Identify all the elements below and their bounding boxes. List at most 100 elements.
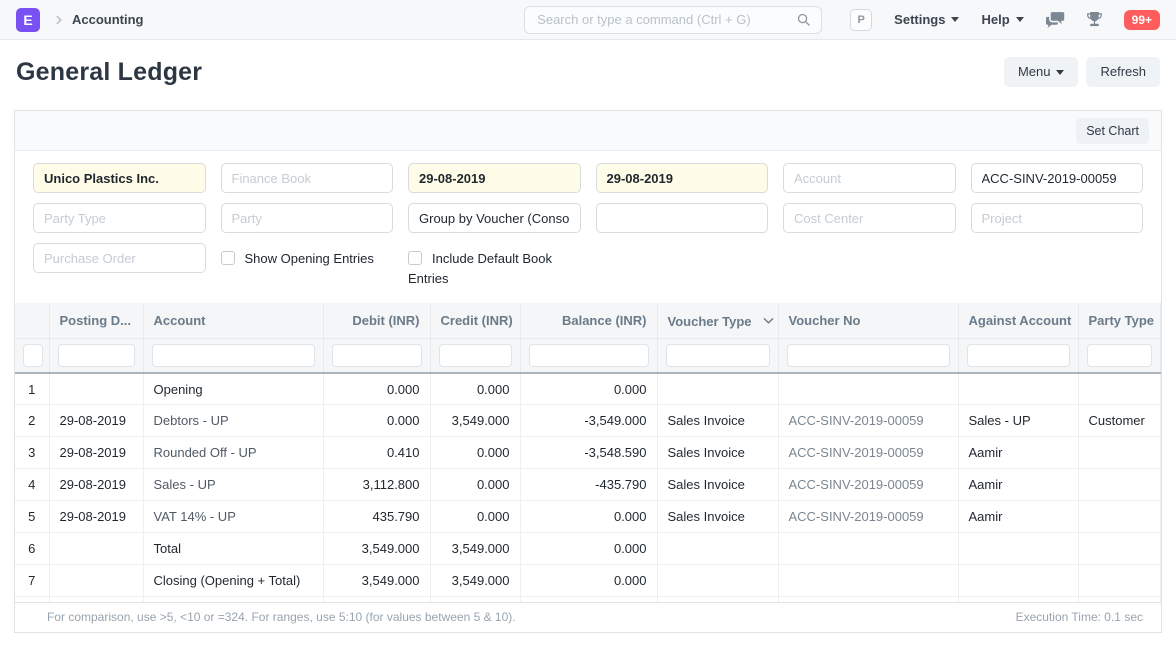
cell-party-type — [1078, 436, 1161, 470]
column-header-party-type[interactable]: Party Type — [1078, 303, 1161, 339]
app-logo-icon[interactable]: E — [16, 7, 40, 32]
party-type-filter[interactable] — [33, 203, 206, 234]
account-filter[interactable] — [783, 163, 956, 194]
cell-idx: 3 — [15, 436, 50, 470]
cell-voucher-no[interactable]: ACC-SINV-2019-00059 — [778, 468, 959, 502]
from-date-filter[interactable] — [408, 163, 581, 194]
cell-credit: 3,549.000 — [430, 564, 521, 598]
column-header-balance[interactable]: Balance (INR) — [520, 303, 658, 339]
cell-debit: 3,549.000 — [323, 532, 431, 566]
cell-voucher-no[interactable]: ACC-SINV-2019-00059 — [778, 436, 959, 470]
cell-balance: 0.000 — [520, 500, 658, 534]
debit-column-filter-input[interactable] — [331, 343, 422, 367]
table-row: 6 Total 3,549.000 3,549.000 0.000 — [15, 532, 1161, 566]
cell-idx: 4 — [15, 468, 50, 502]
column-header-voucher-no[interactable]: Voucher No — [778, 303, 959, 339]
cell-voucher-type — [657, 564, 779, 598]
voucher-type-column-filter-input[interactable] — [665, 343, 770, 367]
include-default-book-entries-checkbox[interactable] — [408, 251, 422, 266]
cell-posting-date: 29-08-2019 — [49, 436, 144, 470]
include-default-book-entries-checkbox-group[interactable]: Include Default Book Entries — [408, 243, 558, 289]
column-header-account[interactable]: Account — [143, 303, 324, 339]
cell-voucher-no[interactable]: ACC-SINV-2019-00059 — [778, 500, 959, 534]
stub-cell — [49, 596, 144, 602]
refresh-button[interactable]: Refresh — [1086, 57, 1160, 88]
party-filter[interactable] — [220, 203, 393, 234]
menu-button[interactable]: Menu — [1003, 57, 1079, 88]
page-head: General Ledger Menu Refresh — [0, 40, 1176, 102]
stub-cell — [143, 596, 324, 602]
table-row: 4 29-08-2019 Sales - UP 3,112.800 0.000 -435.… — [15, 468, 1161, 502]
voucher-no-column-filter-input[interactable] — [786, 343, 950, 367]
group-by-filter[interactable] — [408, 203, 581, 234]
cell-voucher-type — [657, 532, 779, 566]
party-type-column-filter-input[interactable] — [1086, 343, 1152, 367]
credit-column-filter-input[interactable] — [438, 343, 512, 367]
search-input[interactable] — [535, 11, 797, 28]
balance-column-filter-input[interactable] — [528, 343, 649, 367]
cell-voucher-type — [657, 372, 779, 406]
empty-filter[interactable] — [595, 203, 768, 234]
search-icon — [796, 12, 811, 27]
cell-credit: 0.000 — [430, 372, 521, 406]
cell-credit: 0.000 — [430, 500, 521, 534]
cell-posting-date — [49, 564, 144, 598]
report-footer: For comparison, use >5, <10 or =324. For… — [15, 601, 1161, 632]
cell-debit: 435.790 — [323, 500, 431, 534]
show-opening-entries-checkbox[interactable] — [220, 251, 235, 266]
table-row: 2 29-08-2019 Debtors - UP 0.000 3,549.000 -3,… — [15, 404, 1161, 438]
cell-balance: -3,549.000 — [520, 404, 658, 438]
caret-down-icon — [1056, 70, 1065, 76]
posting-date-column-filter-input[interactable] — [57, 343, 135, 367]
user-avatar[interactable]: P — [850, 8, 873, 31]
cell-account[interactable]: Rounded Off - UP — [143, 436, 324, 470]
global-search[interactable] — [524, 5, 823, 34]
breadcrumb[interactable]: Accounting — [72, 12, 144, 27]
stub-cell — [323, 596, 431, 602]
cell-account[interactable]: VAT 14% - UP — [143, 500, 324, 534]
finance-book-filter[interactable] — [220, 163, 393, 194]
index-column-filter-input[interactable] — [23, 343, 43, 367]
set-chart-button[interactable]: Set Chart — [1076, 117, 1149, 144]
against-account-column-filter-input[interactable] — [966, 343, 1070, 367]
cell-debit: 0.410 — [323, 436, 431, 470]
column-header-posting-date[interactable]: Posting D... — [49, 303, 144, 339]
cell-posting-date: 29-08-2019 — [49, 468, 144, 502]
cell-credit: 0.000 — [430, 436, 521, 470]
cell-account[interactable]: Debtors - UP — [143, 404, 324, 438]
column-header-against-account[interactable]: Against Account — [958, 303, 1079, 339]
cell-credit: 3,549.000 — [430, 404, 521, 438]
to-date-filter[interactable] — [595, 163, 768, 194]
cell-voucher-no[interactable]: ACC-SINV-2019-00059 — [778, 404, 959, 438]
column-filter-row — [15, 338, 1161, 374]
voucher-no-filter[interactable] — [970, 163, 1143, 194]
cell-party-type — [1078, 564, 1161, 598]
cell-debit: 3,112.800 — [323, 468, 431, 502]
table-stub-row — [15, 596, 1161, 602]
cell-account[interactable]: Sales - UP — [143, 468, 324, 502]
purchase-order-filter[interactable] — [33, 243, 206, 274]
cell-party-type — [1078, 468, 1161, 502]
chevron-down-icon[interactable] — [763, 313, 774, 328]
report-card: Set Chart Show Opening Entries Include D… — [14, 110, 1162, 633]
cost-center-filter[interactable] — [783, 203, 956, 234]
show-opening-entries-checkbox-group[interactable]: Show Opening Entries — [220, 243, 394, 289]
table-row: 3 29-08-2019 Rounded Off - UP 0.410 0.000 -3,… — [15, 436, 1161, 470]
company-filter[interactable] — [33, 163, 206, 194]
cell-against-account: Aamir — [958, 468, 1079, 502]
column-header-voucher-type[interactable]: Voucher Type — [657, 303, 779, 339]
notification-count-badge[interactable]: 99+ — [1123, 9, 1160, 30]
settings-menu[interactable]: Settings — [894, 12, 960, 27]
trophy-icon[interactable] — [1086, 11, 1102, 28]
column-header-debit[interactable]: Debit (INR) — [323, 303, 431, 339]
cell-debit: 0.000 — [323, 372, 431, 406]
account-column-filter-input[interactable] — [151, 343, 315, 367]
filter-hint-text: For comparison, use >5, <10 or =324. For… — [47, 610, 516, 625]
project-filter[interactable] — [970, 203, 1143, 234]
stub-cell — [430, 596, 521, 602]
table-row: 1 Opening 0.000 0.000 0.000 — [15, 372, 1161, 406]
help-menu[interactable]: Help — [981, 12, 1024, 27]
chat-icon[interactable] — [1045, 11, 1065, 28]
voucher-type-header-label: Voucher Type — [667, 313, 752, 329]
column-header-credit[interactable]: Credit (INR) — [430, 303, 521, 339]
